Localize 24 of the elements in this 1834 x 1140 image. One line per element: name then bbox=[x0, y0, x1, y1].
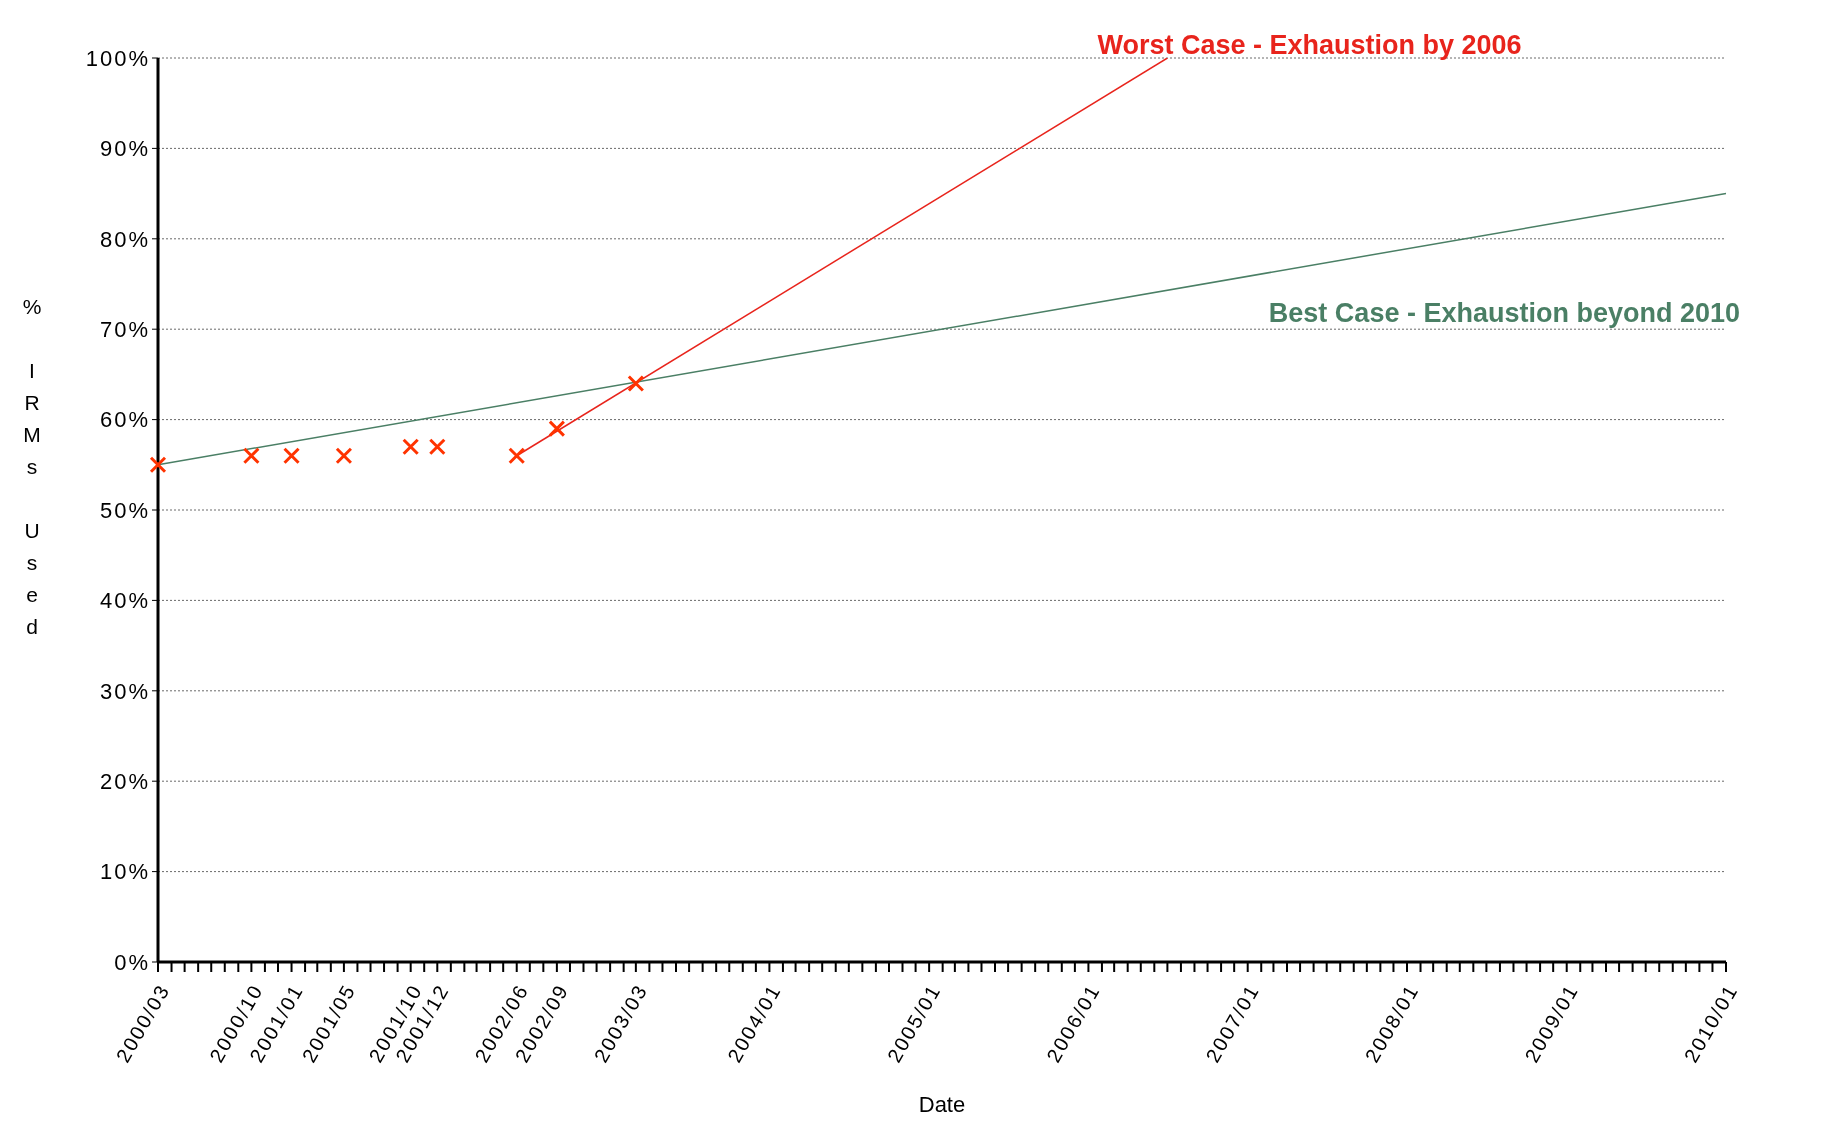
y-tick-label: 80% bbox=[99, 226, 150, 252]
text: % IRMs Used bbox=[22, 295, 42, 638]
point bbox=[283, 447, 301, 465]
y-tick-label: 40% bbox=[99, 588, 150, 614]
y-tick-label: 50% bbox=[99, 497, 150, 523]
point bbox=[242, 447, 260, 465]
point bbox=[402, 438, 420, 456]
point bbox=[428, 438, 446, 456]
y-tick-label: 0% bbox=[114, 949, 150, 975]
y-tick-label: 60% bbox=[99, 407, 150, 433]
x-axis-title: Date bbox=[918, 1092, 966, 1117]
point bbox=[548, 420, 566, 438]
y-tick-label: 100% bbox=[85, 45, 150, 71]
series-label: Worst Case - Exhaustion by 2006 bbox=[1097, 30, 1522, 60]
point bbox=[335, 447, 353, 465]
y-tick-label: 90% bbox=[99, 136, 150, 162]
series-label: Best Case - Exhaustion beyond 2010 bbox=[1268, 297, 1740, 328]
point bbox=[627, 374, 645, 392]
point bbox=[149, 456, 167, 474]
point bbox=[508, 447, 526, 465]
y-tick-label: 10% bbox=[99, 859, 150, 885]
y-tick-label: 30% bbox=[99, 678, 150, 704]
y-tick-label: 20% bbox=[99, 769, 150, 795]
y-tick-label: 70% bbox=[99, 317, 150, 343]
